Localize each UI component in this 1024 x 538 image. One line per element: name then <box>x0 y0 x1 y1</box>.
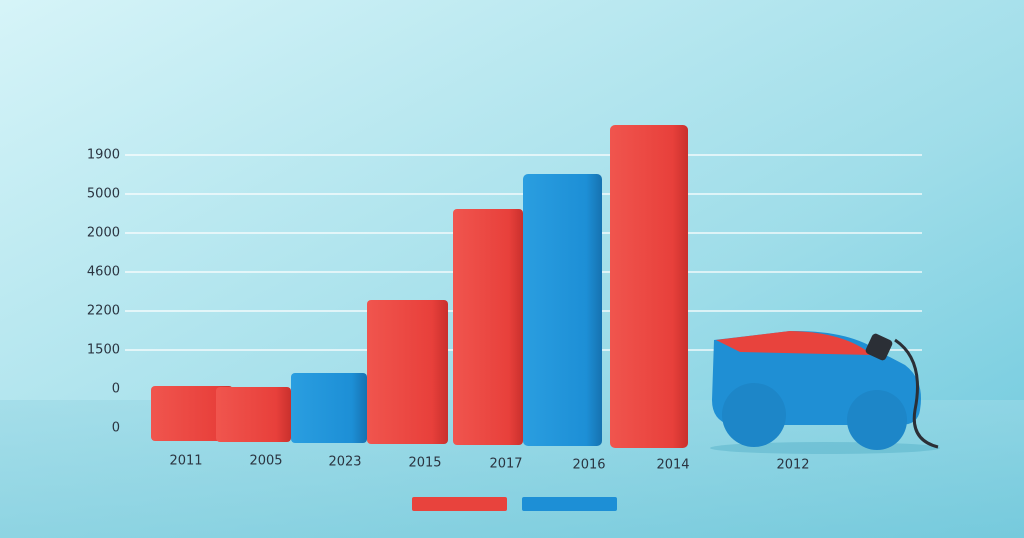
y-axis-label: 2000 <box>87 226 120 241</box>
bar <box>453 209 523 445</box>
bar <box>216 387 291 442</box>
x-axis-label: 2005 <box>249 454 282 469</box>
x-axis-label: 2017 <box>489 457 522 472</box>
y-axis-label: 4600 <box>87 265 120 280</box>
legend <box>412 497 617 511</box>
y-axis-label: 5000 <box>87 187 120 202</box>
bar <box>367 300 448 444</box>
legend-swatch <box>522 497 617 511</box>
x-axis-label: 2014 <box>656 458 689 473</box>
y-axis-label: 0 <box>112 382 120 397</box>
x-axis-label: 2015 <box>408 456 441 471</box>
bar <box>151 386 233 441</box>
bar <box>523 174 602 446</box>
toy-car <box>710 330 940 454</box>
y-axis-label: 0 <box>112 421 120 436</box>
x-axis-label: 2023 <box>328 455 361 470</box>
labels: 1900 5000 2000 4600 2200 1500 0 0 2011 2005 2023 20… <box>87 148 810 473</box>
bar <box>610 125 688 448</box>
y-axis-label: 2200 <box>87 304 120 319</box>
x-axis-label: 2011 <box>169 454 202 469</box>
bar <box>291 373 367 443</box>
y-axis-label: 1500 <box>87 343 120 358</box>
bars <box>151 125 688 448</box>
x-axis-label: 2016 <box>572 458 605 473</box>
legend-swatch <box>412 497 507 511</box>
y-axis-label: 1900 <box>87 148 120 163</box>
x-axis-label: 2012 <box>776 458 809 473</box>
